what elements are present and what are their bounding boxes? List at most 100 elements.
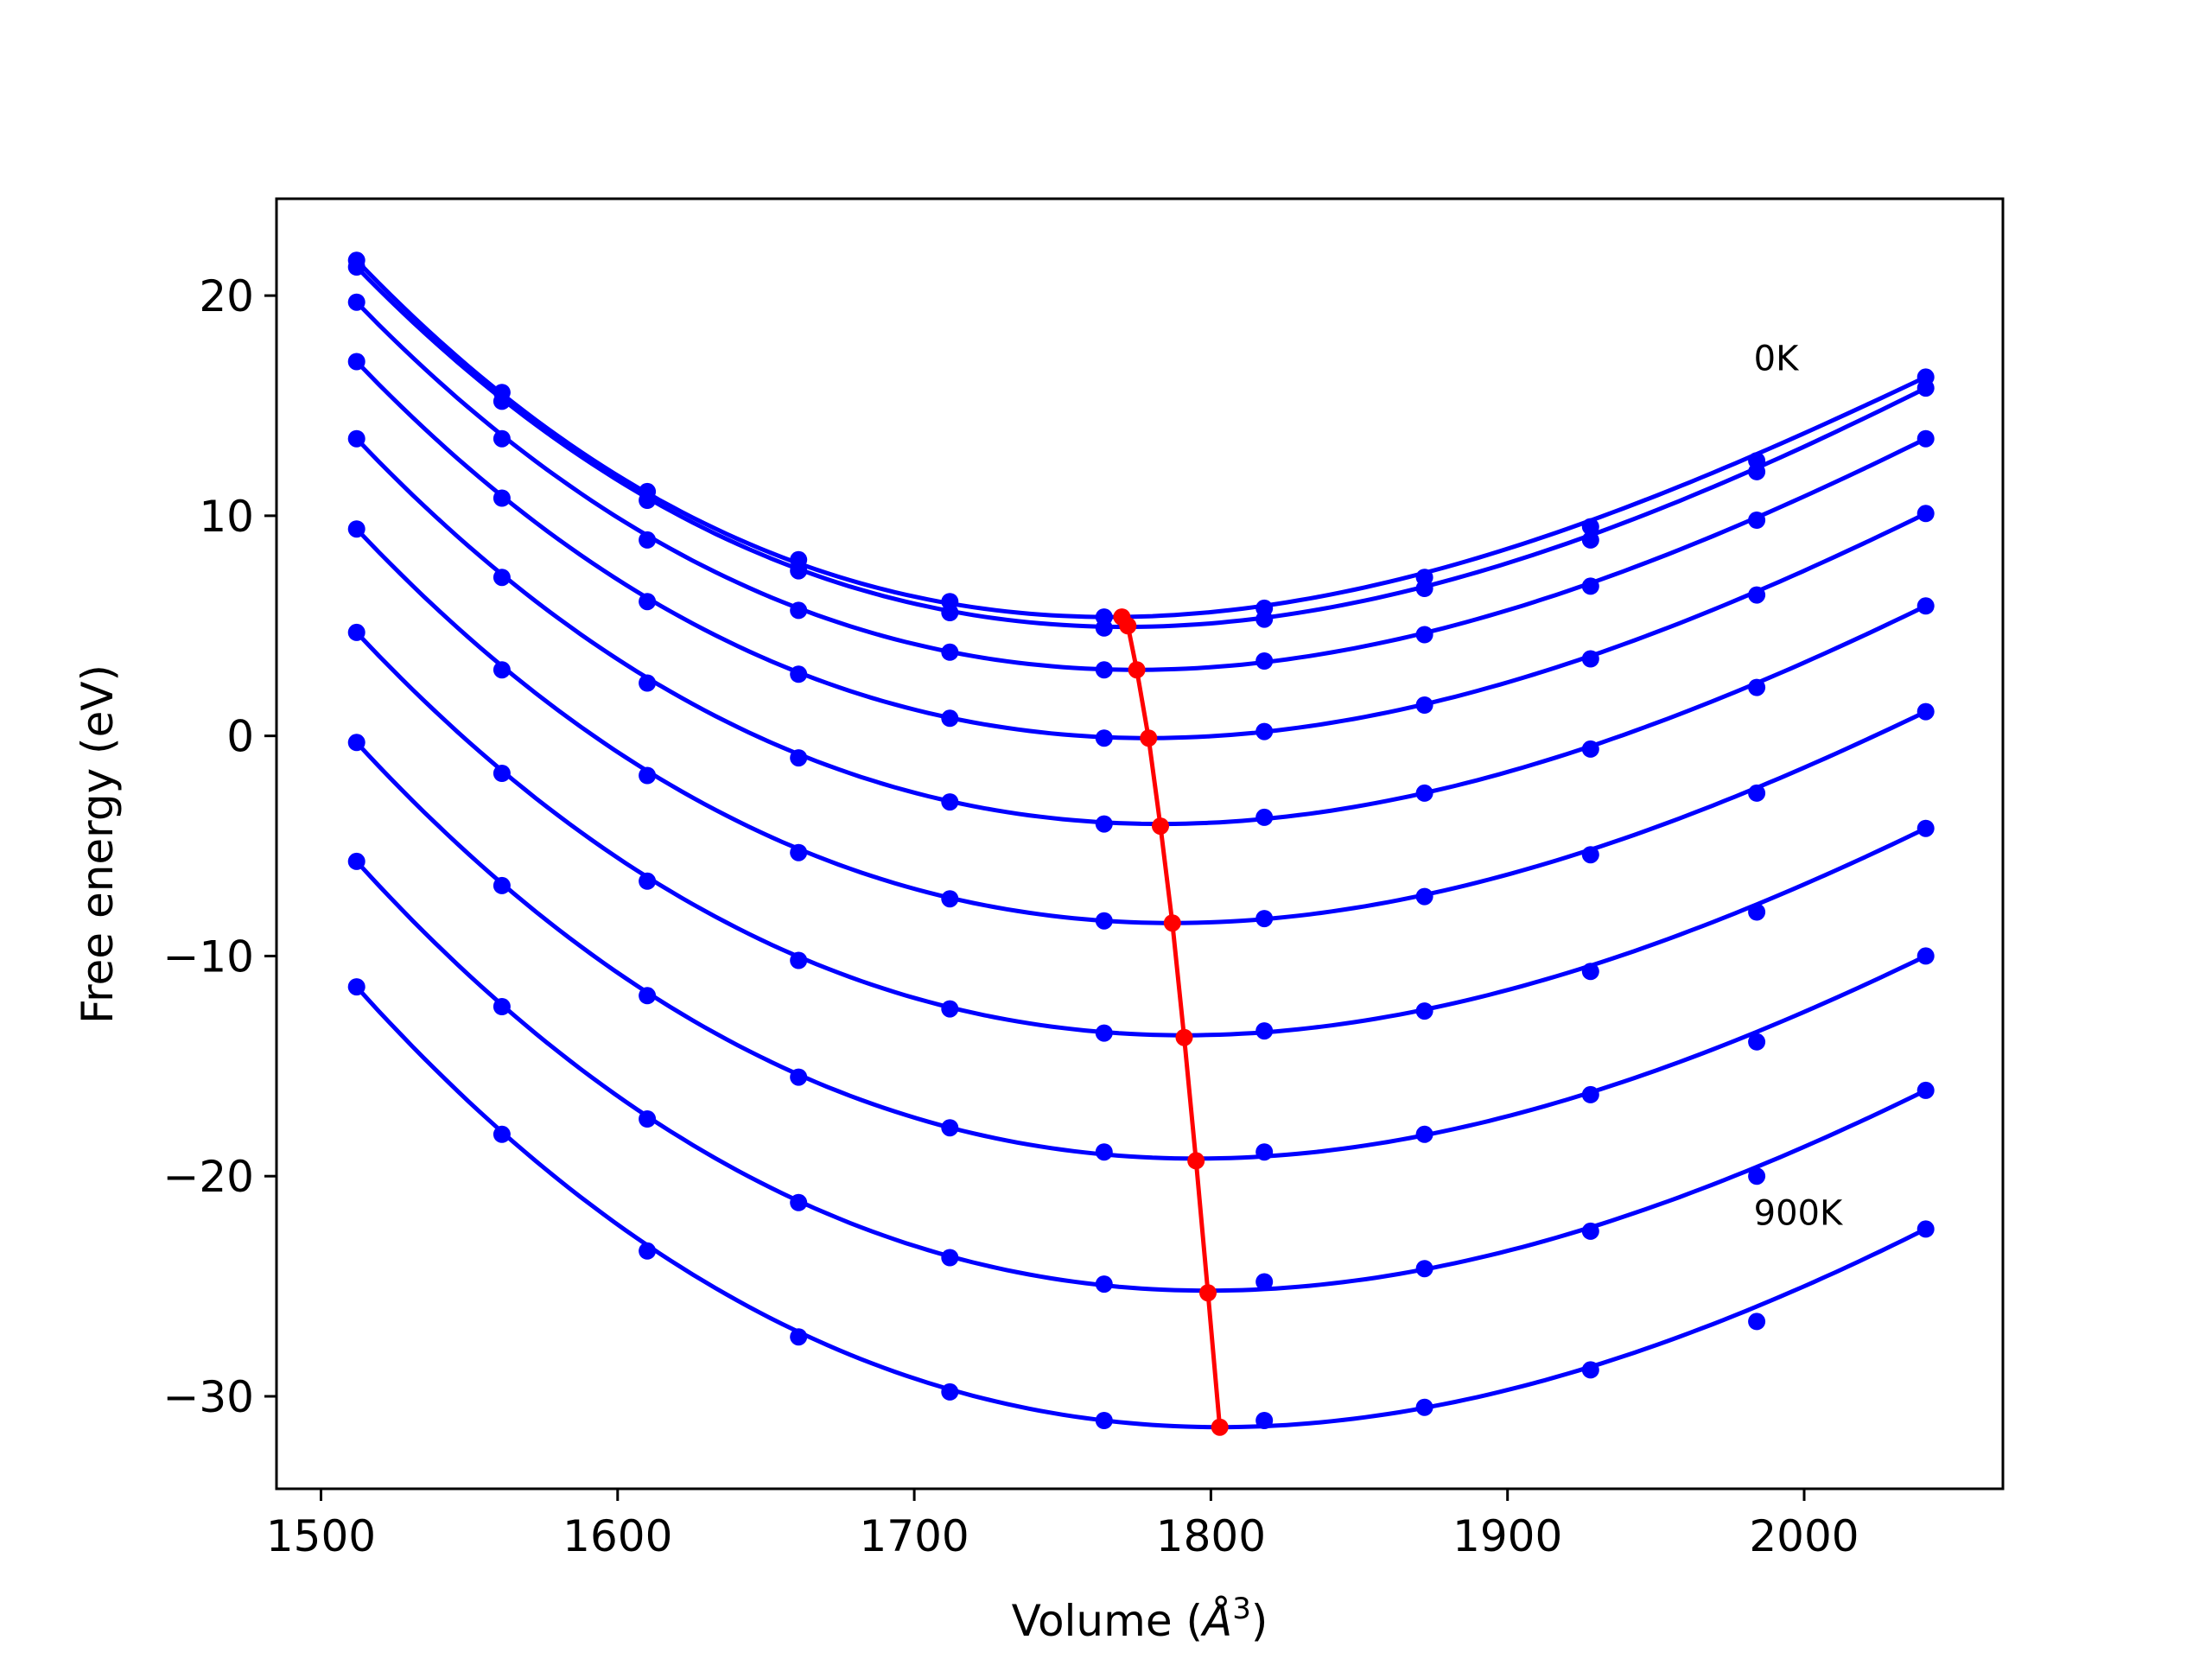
- data-point: [639, 531, 657, 549]
- data-point: [639, 987, 657, 1005]
- data-point: [1916, 947, 1935, 965]
- y-tick-label: 20: [199, 271, 254, 321]
- data-point: [639, 593, 657, 611]
- data-point: [493, 392, 511, 410]
- annotation-label: 0K: [1754, 340, 1800, 379]
- x-tick-label: 1700: [859, 1511, 969, 1561]
- data-point: [639, 766, 657, 785]
- fit-curve-7: [354, 631, 1927, 1038]
- data-point: [1748, 1167, 1766, 1185]
- data-point: [1415, 887, 1433, 906]
- minima-point: [1187, 1152, 1205, 1170]
- data-point: [493, 569, 511, 587]
- data-point: [1095, 1275, 1113, 1294]
- data-point: [1581, 963, 1599, 981]
- x-tick-label: 1500: [266, 1511, 376, 1561]
- data-point: [1916, 819, 1935, 837]
- data-point: [493, 998, 511, 1015]
- data-point: [1916, 1081, 1935, 1099]
- data-point: [790, 1328, 808, 1346]
- data-point: [790, 665, 808, 683]
- data-point: [1581, 1222, 1599, 1240]
- y-tick-label: 0: [226, 712, 254, 762]
- minima-point: [1175, 1028, 1193, 1046]
- fit-curve-8: [354, 741, 1927, 1161]
- y-tick-label: −20: [162, 1152, 254, 1202]
- x-tick-label: 1600: [563, 1511, 672, 1561]
- fit-curve-5: [354, 436, 1927, 827]
- data-point: [1255, 1273, 1274, 1291]
- data-point: [941, 1119, 959, 1137]
- data-point: [1255, 1412, 1274, 1429]
- data-point: [1095, 619, 1113, 637]
- data-point: [1255, 610, 1274, 628]
- data-point: [1581, 518, 1599, 536]
- data-point: [941, 890, 959, 908]
- data-point: [941, 643, 959, 661]
- minima-series: [1113, 608, 1229, 1436]
- x-tick-label: 1900: [1452, 1511, 1562, 1561]
- data-point: [790, 1193, 808, 1211]
- data-point: [493, 876, 511, 894]
- fit-curve-4: [354, 359, 1927, 741]
- data-point: [1916, 505, 1935, 523]
- data-point: [941, 604, 959, 621]
- data-point: [941, 1249, 959, 1267]
- data-point: [1916, 702, 1935, 721]
- data-point: [1095, 1143, 1113, 1161]
- fit-curve-9: [354, 860, 1927, 1294]
- annotations: 0K 900K: [1754, 340, 1844, 1234]
- data-point: [347, 353, 365, 371]
- data-point: [347, 258, 365, 276]
- axis-ticks: 1500 1600 1700 1800 1900 2000 −30 −20 −10 0 10 20: [162, 271, 1859, 1561]
- data-point: [1255, 808, 1274, 826]
- data-point: [493, 661, 511, 679]
- data-point: [1415, 1260, 1433, 1278]
- data-point: [1581, 650, 1599, 668]
- fit-curve-2: [354, 265, 1927, 629]
- data-point: [1255, 1022, 1274, 1040]
- data-point: [639, 492, 657, 509]
- fit-curves: [354, 258, 1927, 1430]
- data-point: [1415, 1125, 1433, 1143]
- data-point: [1095, 912, 1113, 930]
- data-point: [1748, 784, 1766, 802]
- data-point: [1415, 1002, 1433, 1020]
- data-point: [347, 293, 365, 311]
- data-point: [1255, 910, 1274, 928]
- data-point: [1748, 1313, 1766, 1331]
- data-point: [1415, 784, 1433, 802]
- minima-point: [1163, 914, 1181, 932]
- data-point: [1748, 903, 1766, 921]
- data-point: [1581, 531, 1599, 549]
- data-point: [347, 978, 365, 996]
- data-point: [1581, 1085, 1599, 1103]
- data-point: [1748, 462, 1766, 480]
- data-point: [1095, 815, 1113, 833]
- data-point: [639, 1110, 657, 1128]
- x-tick-label: 2000: [1749, 1511, 1859, 1561]
- data-point: [941, 1000, 959, 1018]
- data-point: [790, 749, 808, 767]
- data-point: [347, 852, 365, 870]
- data-point: [493, 489, 511, 507]
- data-point: [639, 872, 657, 890]
- data-point: [1581, 740, 1599, 758]
- fit-curve-10: [354, 985, 1927, 1430]
- minima-point: [1119, 617, 1137, 635]
- data-point: [1748, 1033, 1766, 1051]
- annotation-label: 900K: [1754, 1193, 1844, 1233]
- data-points: [347, 251, 1935, 1429]
- x-tick-label: 1800: [1156, 1511, 1266, 1561]
- data-point: [1255, 652, 1274, 670]
- data-point: [1095, 1024, 1113, 1042]
- data-point: [1415, 626, 1433, 644]
- data-point: [1916, 379, 1935, 397]
- data-point: [1415, 696, 1433, 714]
- fit-curve-6: [354, 527, 1927, 925]
- data-point: [941, 793, 959, 811]
- data-point: [1415, 580, 1433, 597]
- data-point: [1916, 429, 1935, 448]
- data-point: [790, 562, 808, 580]
- data-point: [347, 520, 365, 538]
